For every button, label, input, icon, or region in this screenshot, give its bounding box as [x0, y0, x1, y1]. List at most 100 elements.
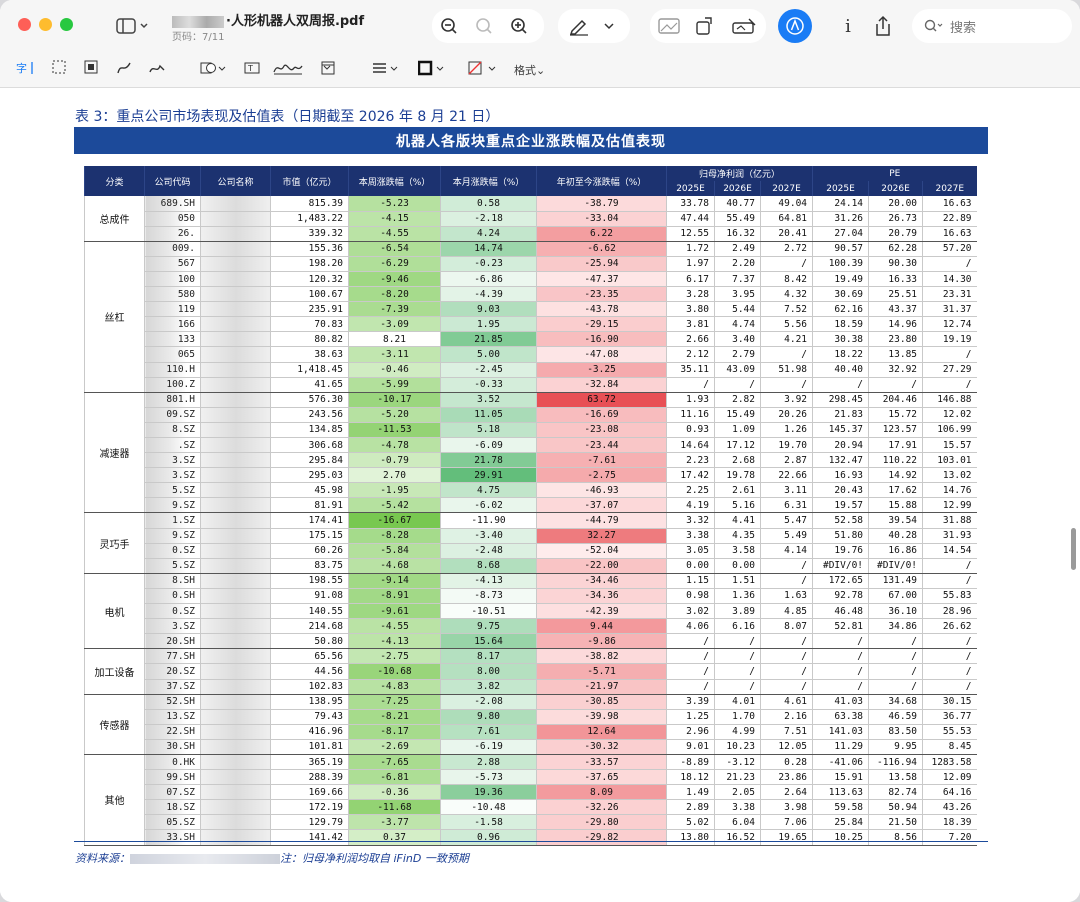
sidebar-toggle-button[interactable] — [110, 11, 156, 41]
pe-2027-cell: 8.45 — [922, 739, 977, 755]
source-note: 注：归母净利润均取自 iFinD 一致预期 — [280, 852, 469, 865]
pe-2027-cell: 18.39 — [922, 814, 977, 831]
pe-2027-cell: 12.09 — [922, 769, 977, 786]
monthly-change-cell: -0.23 — [440, 256, 537, 272]
search-field[interactable]: 搜索 — [912, 9, 1072, 43]
market-cap-cell: 295.84 — [270, 452, 349, 469]
pe-2027-cell: 12.02 — [922, 407, 977, 423]
border-color-icon[interactable] — [418, 60, 446, 76]
ytd-change-cell: 8.09 — [536, 784, 667, 801]
company-code-cell: 9.SZ — [144, 497, 201, 514]
shapes-icon[interactable] — [200, 60, 228, 76]
signature-icon[interactable] — [272, 60, 336, 76]
pen-markup-button[interactable] — [558, 9, 630, 43]
weekly-change-cell: -5.20 — [348, 407, 441, 423]
company-name-cell — [200, 603, 271, 620]
market-cap-cell: 120.32 — [270, 271, 349, 288]
profit-2025-cell: / — [666, 648, 715, 665]
pe-2025-cell: / — [812, 679, 869, 695]
pe-2025-cell: 52.81 — [812, 618, 869, 635]
fill-color-icon[interactable] — [468, 60, 498, 76]
text-box-icon[interactable]: T — [244, 60, 260, 76]
market-cap-cell: 1,483.22 — [270, 211, 349, 227]
edit-tool-icons[interactable] — [653, 15, 763, 37]
pe-2026-cell: 16.33 — [868, 271, 923, 288]
pe-2027-cell: 55.83 — [922, 588, 977, 605]
company-name-cell — [200, 362, 271, 378]
profit-2027-cell: 4.61 — [759, 694, 813, 710]
pe-2026-cell: 25.51 — [868, 286, 923, 303]
close-window-button[interactable] — [18, 18, 31, 31]
sketch-icon[interactable] — [116, 60, 132, 76]
profit-2027-cell: / — [759, 679, 813, 695]
profit-2027-cell: 12.05 — [759, 739, 813, 755]
profit-2026-cell: 15.49 — [714, 407, 761, 423]
monthly-change-cell: 29.91 — [440, 467, 537, 484]
markup-toggle-button[interactable] — [778, 9, 812, 43]
company-name-cell — [200, 467, 271, 484]
company-code-cell: 09.SZ — [144, 407, 201, 423]
company-code-cell: 8.SZ — [144, 422, 201, 439]
profit-2025-cell: 0.98 — [666, 588, 715, 605]
ytd-change-cell: -3.25 — [536, 362, 667, 378]
format-menu[interactable]: 格式⌄ — [514, 62, 545, 78]
share-button[interactable] — [870, 12, 896, 40]
company-name-cell — [200, 286, 271, 303]
pe-2025-cell: 62.16 — [812, 301, 869, 318]
pe-2025-cell: 92.78 — [812, 588, 869, 605]
table-row: 总成件 689.SH 815.39 -5.23 0.58 -38.79 33.78 40.77… — [84, 196, 977, 242]
header-week: 本周涨跌幅（%） — [348, 166, 441, 196]
monthly-change-cell: -6.86 — [440, 271, 537, 288]
source-label: 资料来源： — [75, 852, 130, 865]
monthly-change-cell: -2.08 — [440, 694, 537, 710]
ytd-change-cell: -5.71 — [536, 663, 667, 680]
profit-2027-cell: 49.04 — [759, 196, 813, 212]
company-name-cell — [200, 211, 271, 227]
header-pe: PE — [812, 166, 977, 181]
market-cap-cell: 416.96 — [270, 724, 349, 740]
weekly-change-cell: -9.46 — [348, 271, 441, 288]
ytd-change-cell: -16.90 — [536, 331, 667, 348]
smart-lasso-icon[interactable] — [84, 60, 98, 74]
company-name-cell — [200, 226, 271, 242]
note-icon[interactable] — [320, 60, 336, 76]
weekly-change-cell: -4.15 — [348, 211, 441, 227]
info-button[interactable]: i — [838, 12, 858, 40]
company-code-cell: 05.SZ — [144, 814, 201, 831]
pe-2026-cell: 83.50 — [868, 724, 923, 740]
table-row: 07.SZ 169.66 -0.36 19.36 8.09 1.49 2.05 2.64 113… — [85, 784, 977, 801]
table-row: 9.SZ 81.91 -5.42 -6.02 -37.07 4.19 5.16 6.31 19.… — [85, 497, 977, 514]
profit-2027-cell: 4.14 — [759, 543, 813, 559]
pe-2026-cell: 20.00 — [868, 196, 923, 212]
pe-2027-cell: 23.31 — [922, 286, 977, 303]
ytd-change-cell: -23.35 — [536, 286, 667, 303]
pe-2026-cell: 46.59 — [868, 709, 923, 725]
profit-2025-cell: 3.28 — [666, 286, 715, 303]
company-code-cell: 801.H — [144, 392, 201, 408]
monthly-change-cell: -6.19 — [440, 739, 537, 755]
header-profit-2025: 2025E — [666, 181, 715, 196]
pe-2026-cell: 43.37 — [868, 301, 923, 318]
rect-select-icon[interactable] — [52, 60, 66, 74]
table-row: 传感器 52.SH 138.95 -7.25 -2.08 -30.85 3.39 4.01 4.… — [84, 694, 977, 755]
pe-2025-cell: 30.69 — [812, 286, 869, 303]
company-name-cell — [200, 346, 271, 363]
pe-2025-cell: 52.58 — [812, 512, 869, 529]
scrollbar-thumb[interactable] — [1071, 528, 1076, 570]
profit-2027-cell: 19.65 — [759, 829, 813, 846]
text-selection-icon[interactable]: 字 — [16, 60, 36, 76]
pe-2025-cell: 41.03 — [812, 694, 869, 710]
company-name-cell — [200, 784, 271, 801]
monthly-change-cell: 14.74 — [440, 241, 537, 257]
minimize-window-button[interactable] — [39, 18, 52, 31]
pe-2026-cell: #DIV/0! — [868, 558, 923, 574]
company-code-cell: 567 — [144, 256, 201, 272]
pe-2027-cell: 30.15 — [922, 694, 977, 710]
draw-icon[interactable] — [148, 60, 166, 76]
line-style-icon[interactable] — [372, 60, 400, 76]
zoom-icons[interactable] — [436, 16, 540, 36]
weekly-change-cell: -8.17 — [348, 724, 441, 740]
sidebar-icon — [116, 18, 148, 34]
market-cap-cell: 295.03 — [270, 467, 349, 484]
zoom-window-button[interactable] — [60, 18, 73, 31]
